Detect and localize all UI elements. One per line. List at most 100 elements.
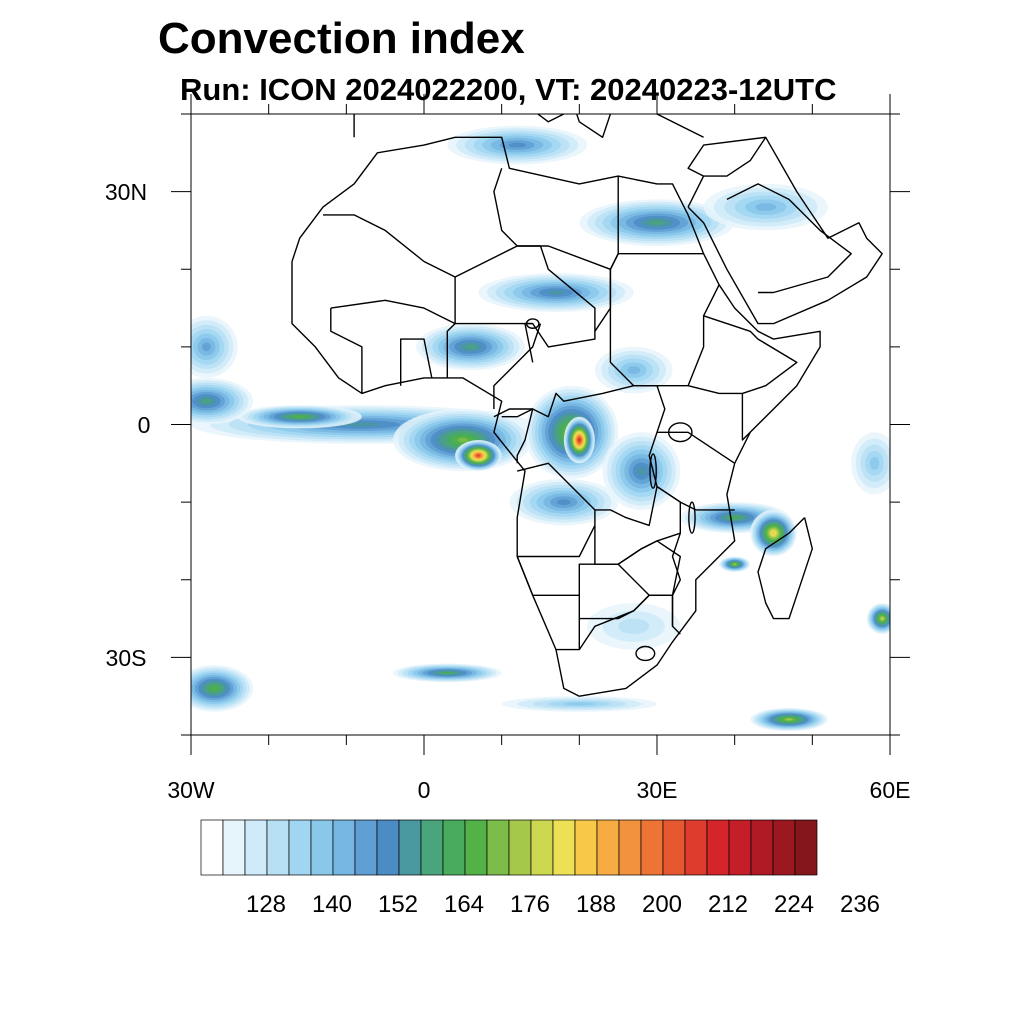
colorbar-swatch [772,819,796,876]
field-contour [557,499,571,506]
border-namibia [516,556,580,651]
colorbar-swatch [398,819,422,876]
field-contour [201,398,212,404]
lon-label-30e: 30E [637,777,678,803]
colorbar-label-176: 176 [510,891,550,918]
colorbar-label-188: 188 [576,891,616,918]
field-contour [342,422,381,427]
colorbar-swatch [310,819,334,876]
colorbar-swatch [706,819,730,876]
field-contour [627,366,641,375]
colorbar-swatch [750,819,774,876]
colorbar-swatch [266,819,290,876]
field-arabia-band [703,183,828,231]
colorbar-swatch [508,819,532,876]
field-contour [508,142,526,148]
border-arabia [726,183,852,294]
field-south-atlantic-west [191,665,254,712]
border-nigeria [446,322,533,378]
field-contour [465,344,477,350]
border-gabon-congo [493,408,534,464]
field-south-atlantic-band [392,663,502,683]
field-madagascar-west [719,556,751,572]
border-mali-niger [330,277,456,325]
colorbar-swatch [574,819,598,876]
field-contour [637,466,646,476]
field-sahel-east [594,346,673,394]
field-madagascar-north [750,509,797,557]
page-title: Convection index [158,14,525,63]
lat-label-30n: 30N [105,179,147,205]
map-ticks [171,94,910,755]
field-contour [772,531,775,535]
field-contour [869,457,880,470]
border-middle-east [703,136,767,177]
field-madagascar-south-band [750,707,828,732]
border-west-africa-2 [330,308,363,394]
lake-victoria [667,422,693,443]
colorbar-label-200: 200 [642,891,682,918]
field-indian-ocean-east [851,432,890,495]
colorbar-swatch [530,819,554,876]
colorbar-swatch [486,819,510,876]
border-tanzania [656,486,735,511]
field-atlantic-itcz-core [237,405,362,429]
colorbar-label-212: 212 [708,891,748,918]
colorbar-swatch [618,819,642,876]
colorbar-swatch [376,819,400,876]
colorbar-swatch [684,819,708,876]
lon-label-60e: 60E [870,777,911,803]
field-contour [786,718,792,721]
lake-chad [525,318,540,329]
field-angola-zambia [509,478,619,526]
field-contour [563,702,595,706]
border-ethiopia [687,315,798,395]
colorbar-label-164: 164 [444,891,484,918]
colorbar-swatch [222,819,246,876]
field-mediterranean-band [447,125,588,165]
border-east-africa [657,431,736,464]
arabia-coastline [687,136,883,325]
colorbar-swatch [596,819,620,876]
colorbar-swatch [728,819,752,876]
border-cameroon [493,323,542,409]
border-drc-west [501,385,666,527]
field-west-atlantic-band [191,377,254,425]
field-contour [294,415,305,418]
colorbar-swatch [288,819,312,876]
madagascar-coastline [757,517,813,620]
colorbar-swatch [552,819,576,876]
colorbar-labels: 128 140 152 164 176 188 200 212 224 236 [246,891,880,918]
lon-label-30w: 30W [167,777,215,803]
map-plot-area [191,114,890,732]
africa-coastline [291,136,821,697]
field-gulf-of-guinea-core [455,440,502,472]
field-contour [547,290,565,295]
field-congo-basin-core [563,416,595,464]
page-subtitle: Run: ICON 2024022200, VT: 20240223-12UTC [180,72,837,107]
field-contour [649,220,665,226]
colorbar-label-152: 152 [378,891,418,918]
lat-label-30s: 30S [106,645,147,671]
colorbar-swatch [332,819,356,876]
lake-tanganyika [649,453,657,489]
field-contour [881,617,884,620]
border-west-africa-1 [400,338,433,386]
field-contour [477,454,480,457]
lesotho [635,645,656,662]
colorbar-label-128: 128 [246,891,286,918]
field-contour [618,618,650,635]
field-southern-ocean-band [501,696,657,712]
field-contour [211,686,218,691]
field-contour [442,671,453,674]
border-zimbabwe [617,540,681,596]
field-contour [733,563,736,566]
field-contour [578,439,581,442]
field-southern-africa-plateau [587,603,681,650]
border-angola [517,509,596,558]
colorbar-swatch [420,819,444,876]
field-contour [202,342,211,352]
lon-label-0: 0 [418,777,431,803]
field-contour [729,516,740,520]
